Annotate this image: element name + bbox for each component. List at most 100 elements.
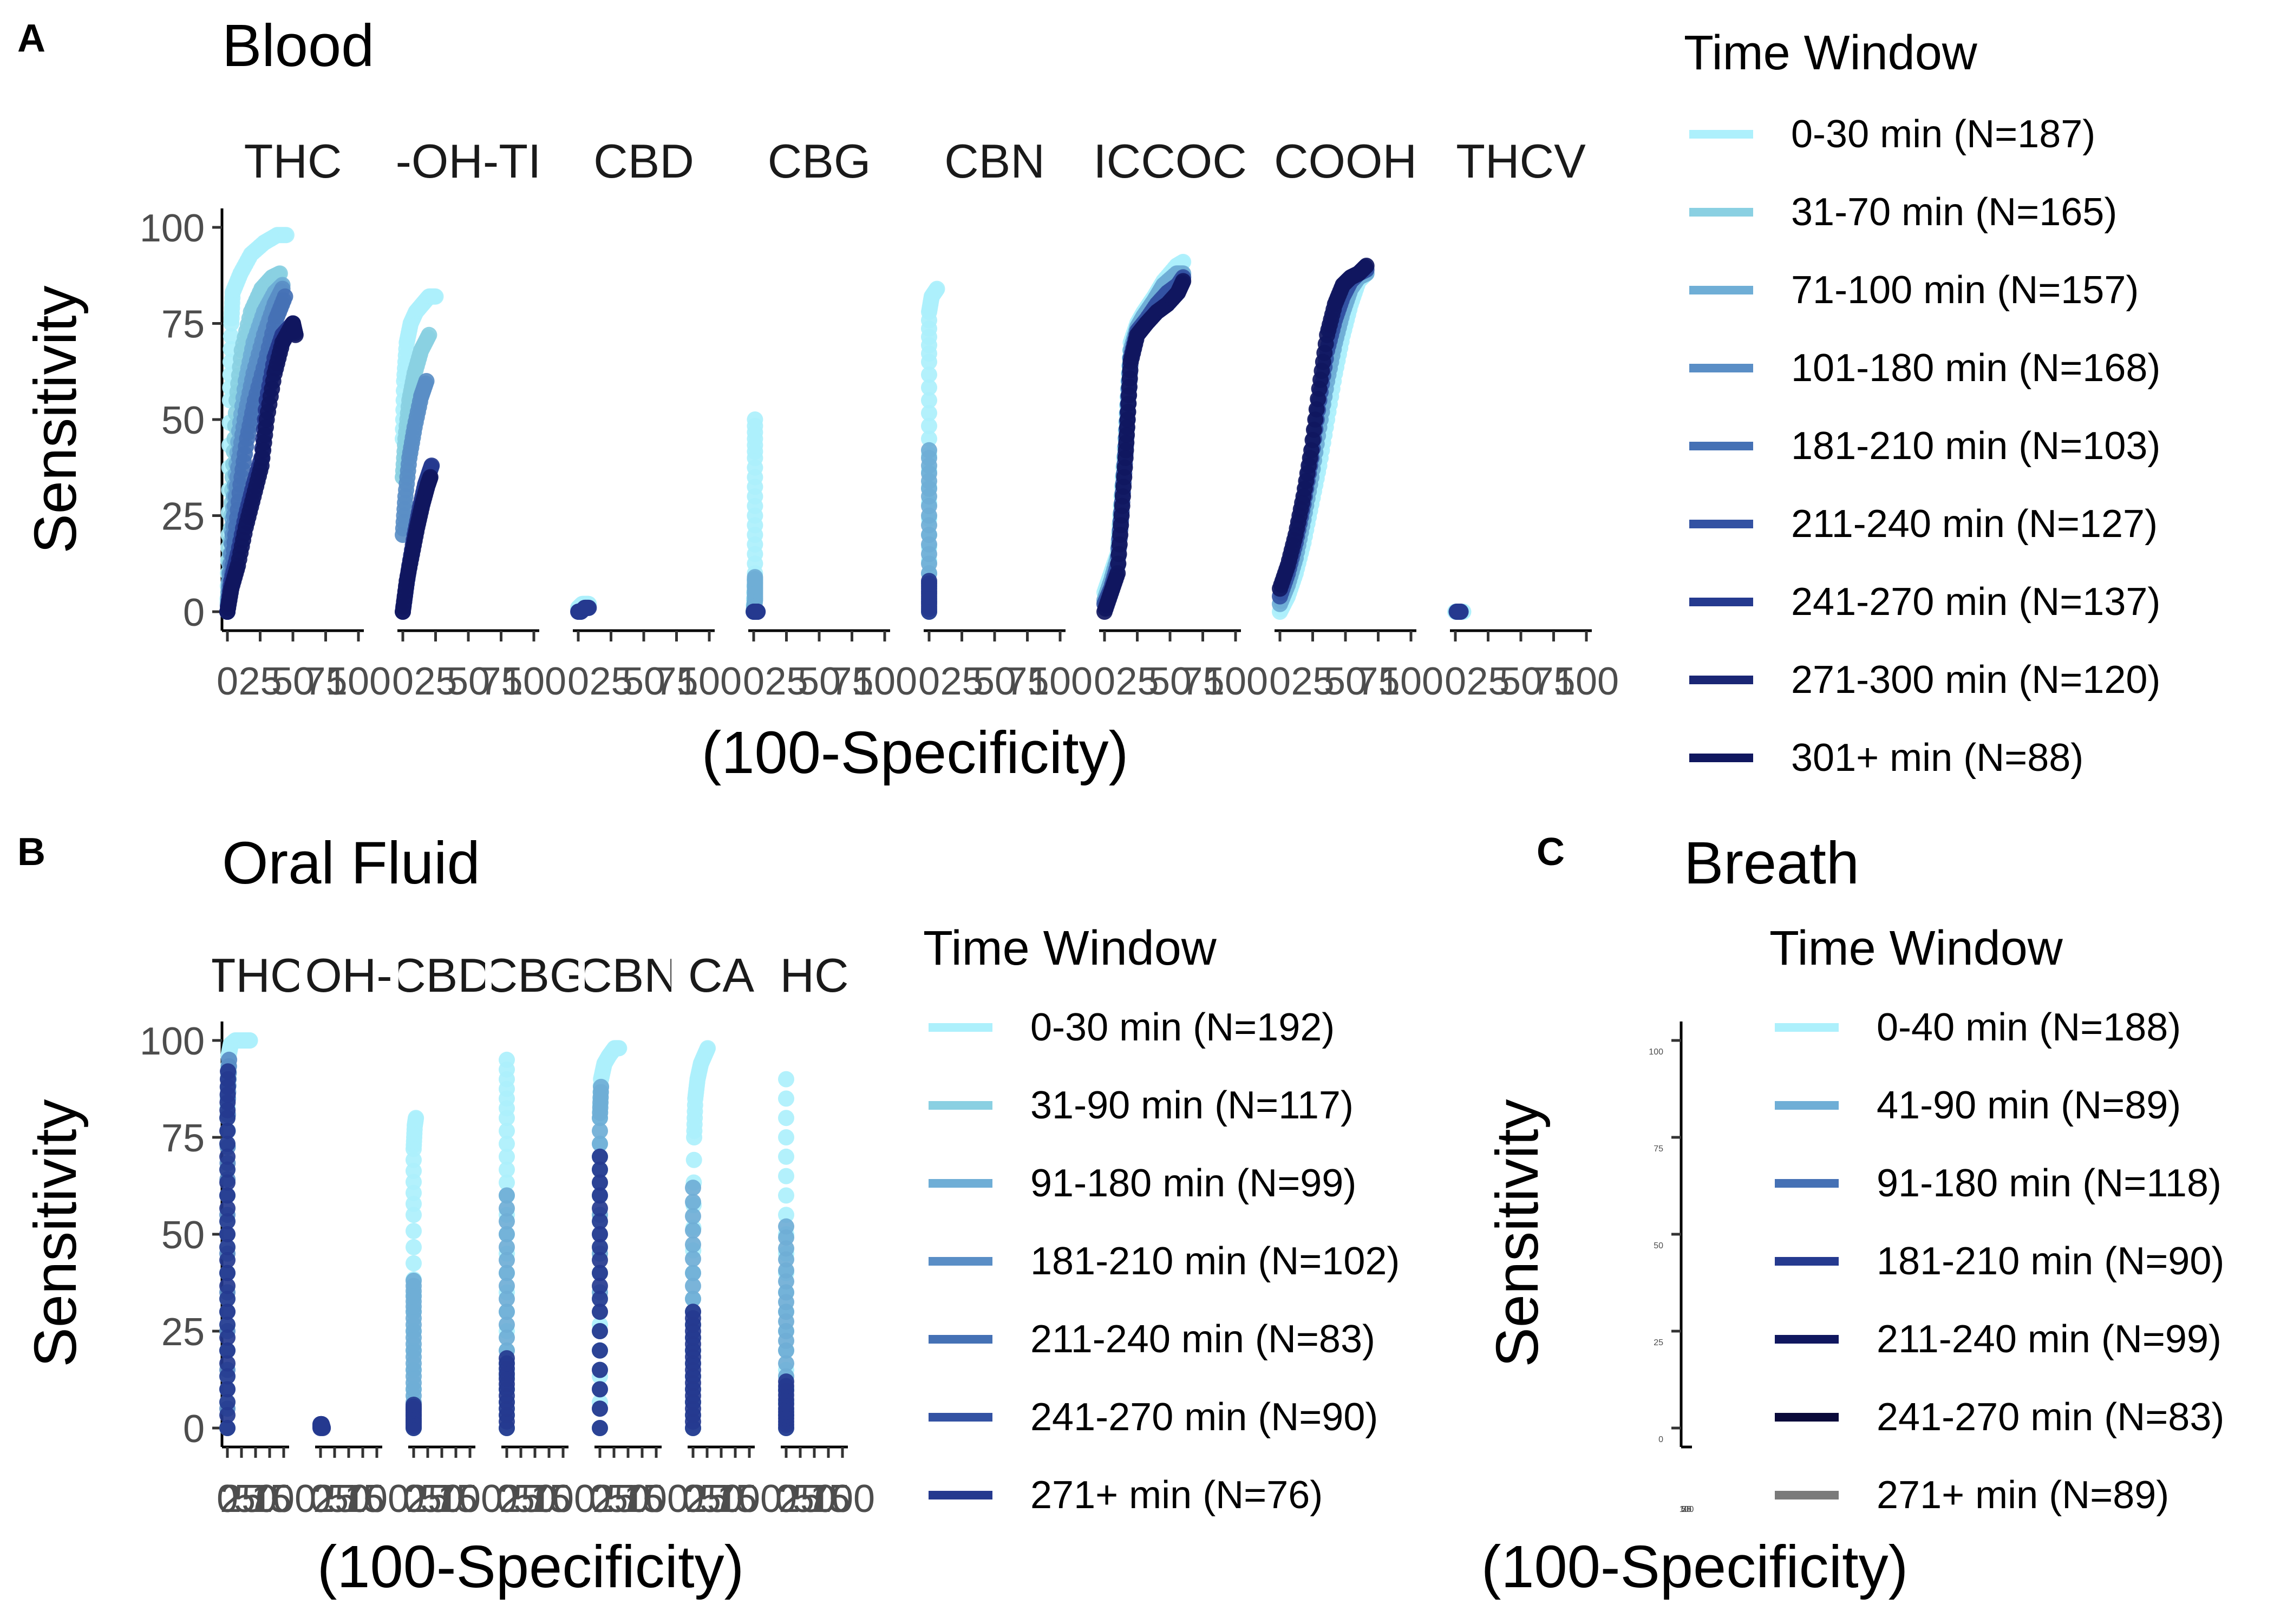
data-point [592,1278,608,1294]
x-tick-label: 50 [793,1477,836,1521]
data-point [685,1304,701,1320]
data-point [499,1200,515,1217]
panel-letter-b: B [17,830,45,874]
x-tick-label: 50 [798,660,841,703]
data-point [219,1135,236,1152]
facet-strip-label: CA [688,948,755,1002]
data-point [219,1213,236,1230]
data-point [499,1239,515,1255]
data-point [592,1400,608,1417]
legend-entry-label: 271+ min (N=76) [1030,1474,1323,1517]
data-point [219,1226,236,1242]
x-tick-label: 100 [531,1477,596,1521]
data-point [778,1207,794,1223]
facet-strip-label: CBG [483,948,587,1002]
data-point [219,1407,236,1424]
x-tick-label: 0 [743,660,764,703]
data-point [499,1252,515,1268]
data-point [499,1265,515,1281]
x-axis-label: (100-Specificity) [317,1534,744,1600]
data-point [219,1187,236,1204]
x-tick-label: 25 [1682,1505,1691,1514]
data-point [778,1373,794,1390]
facet-strip-label: ICCOC [1093,134,1247,188]
data-point [592,1361,608,1378]
x-tick-label: 100 [1680,1505,1694,1514]
data-point [315,1420,331,1436]
legend-entry-label: 211-240 min (N=83) [1030,1318,1375,1361]
data-point [418,373,435,389]
legend-entry-label: 41-90 min (N=89) [1877,1084,2181,1127]
data-point [592,1304,608,1320]
data-point [219,1278,236,1294]
x-tick-label: 100 [344,1477,409,1521]
data-point [592,1342,608,1359]
x-tick-label: 75 [1682,1505,1691,1514]
y-tick-label: 50 [161,399,205,442]
facet-strip-label: CBN [944,134,1045,188]
legend-entry-label: 31-70 min (N=165) [1791,191,2117,234]
legend-entry-label: 0-30 min (N=187) [1791,113,2095,156]
data-point [219,1304,236,1320]
x-tick-label: 75 [434,1477,478,1521]
data-point [219,1200,236,1217]
y-tick-label: 25 [161,1311,205,1354]
legend-entry-label: 241-270 min (N=90) [1030,1396,1378,1439]
data-point [592,1239,608,1255]
data-point [778,1148,794,1165]
data-point [921,430,937,447]
data-point [685,1180,701,1196]
data-point [592,1213,608,1230]
data-point [499,1291,515,1307]
data-point [592,1265,608,1281]
legend-entry-label: 91-180 min (N=118) [1877,1162,2221,1205]
panel-b: Sensitivity0255075100THC0255075100OH-025… [22,921,1400,1600]
x-tick-label: 0 [496,1477,518,1521]
facet-strip-label: COOH [1274,134,1417,188]
data-point [219,1342,236,1359]
x-tick-label: 25 [764,660,808,703]
legend-entry-label: 181-210 min (N=103) [1791,424,2160,468]
x-tick-label: 100 [717,1477,782,1521]
data-point [219,1381,236,1398]
data-point [592,1123,608,1140]
x-tick-label: 75 [304,660,347,703]
panel-title-blood: Blood [222,12,374,79]
data-point [499,1304,515,1320]
data-point [1452,604,1469,620]
data-point [1175,273,1192,290]
facet-strip-label: THC [244,134,342,188]
data-point [219,1329,236,1346]
x-tick-label: 75 [620,1477,664,1521]
data-point [778,1090,794,1107]
legend-entry-label: 271+ min (N=89) [1877,1474,2169,1517]
x-tick-label: 50 [973,660,1016,703]
data-point [778,1218,794,1235]
data-point [685,1236,701,1253]
data-point [685,1278,701,1294]
y-tick-label: 25 [161,495,205,539]
x-tick-label: 0 [589,1477,611,1521]
y-tick-label: 75 [161,1117,205,1160]
data-point [593,1078,610,1095]
data-point [685,1151,702,1168]
data-point [685,1222,701,1239]
legend-entry-label: 101-180 min (N=168) [1791,346,2160,390]
x-tick-label: 50 [1499,660,1543,703]
legend-entry-label: 211-240 min (N=127) [1791,502,2158,546]
x-tick-label: 0 [1684,1505,1689,1514]
y-tick-label: 0 [183,1407,205,1451]
data-point [685,1291,701,1307]
legend-entry-label: 31-90 min (N=117) [1030,1084,1354,1127]
x-tick-label: 25 [940,660,983,703]
x-tick-label: 25 [592,1477,636,1521]
